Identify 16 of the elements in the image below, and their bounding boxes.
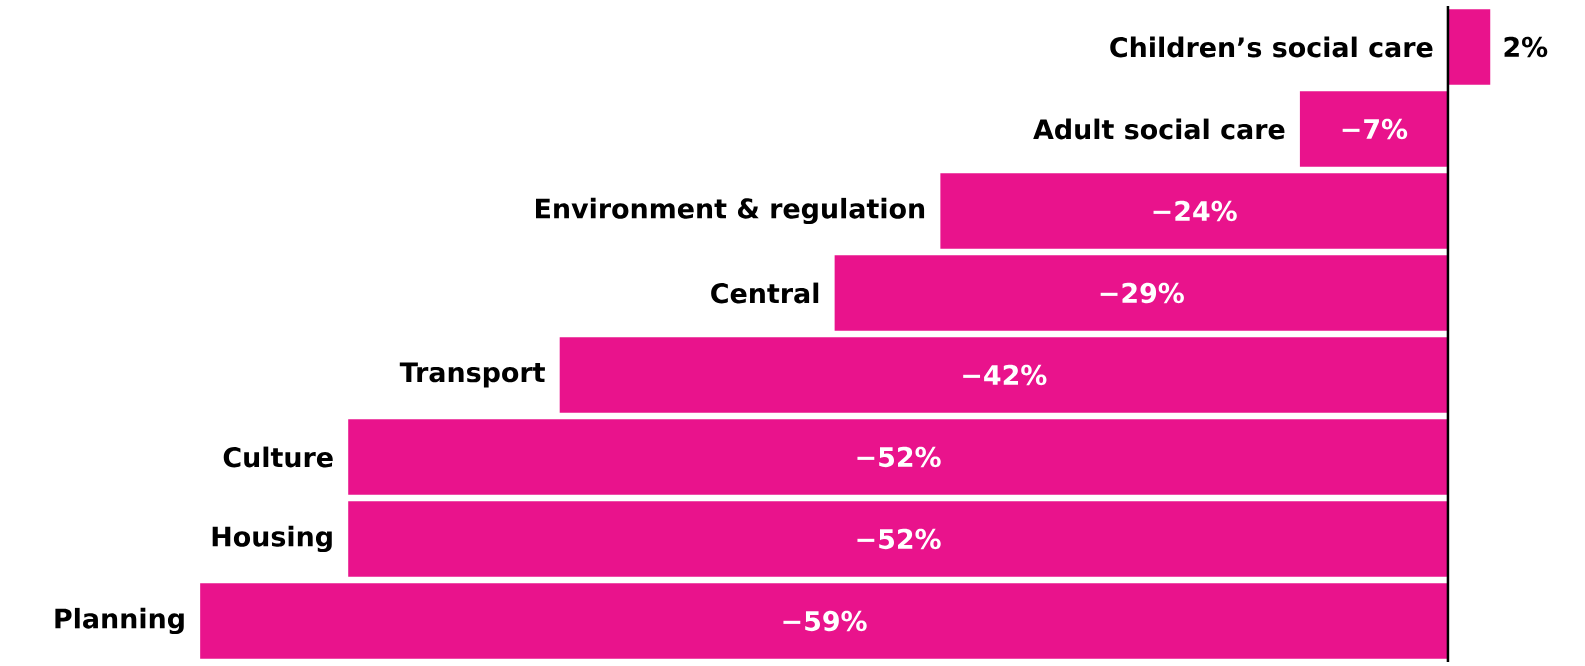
data-label: −24% — [1153, 200, 1237, 222]
y-tick-label: Transport — [399, 362, 545, 388]
y-tick-label: Planning — [55, 607, 184, 635]
data-label: −42% — [963, 364, 1047, 386]
y-tick-label: Adult social care — [1033, 118, 1285, 140]
y-tick-label: Central — [711, 282, 819, 304]
data-label: −7% — [1342, 118, 1408, 140]
y-tick-label: Culture — [223, 446, 333, 468]
y-tick-label: Housing — [212, 525, 332, 553]
y-tick-label: Environment & regulation — [536, 197, 925, 225]
data-label: −59% — [783, 610, 867, 632]
y-tick-label: Children’s social care — [1110, 36, 1433, 58]
data-label: −52% — [857, 446, 941, 468]
data-label: −29% — [1100, 282, 1184, 304]
data-label: 2% — [1504, 36, 1548, 58]
data-label: −52% — [857, 528, 941, 550]
